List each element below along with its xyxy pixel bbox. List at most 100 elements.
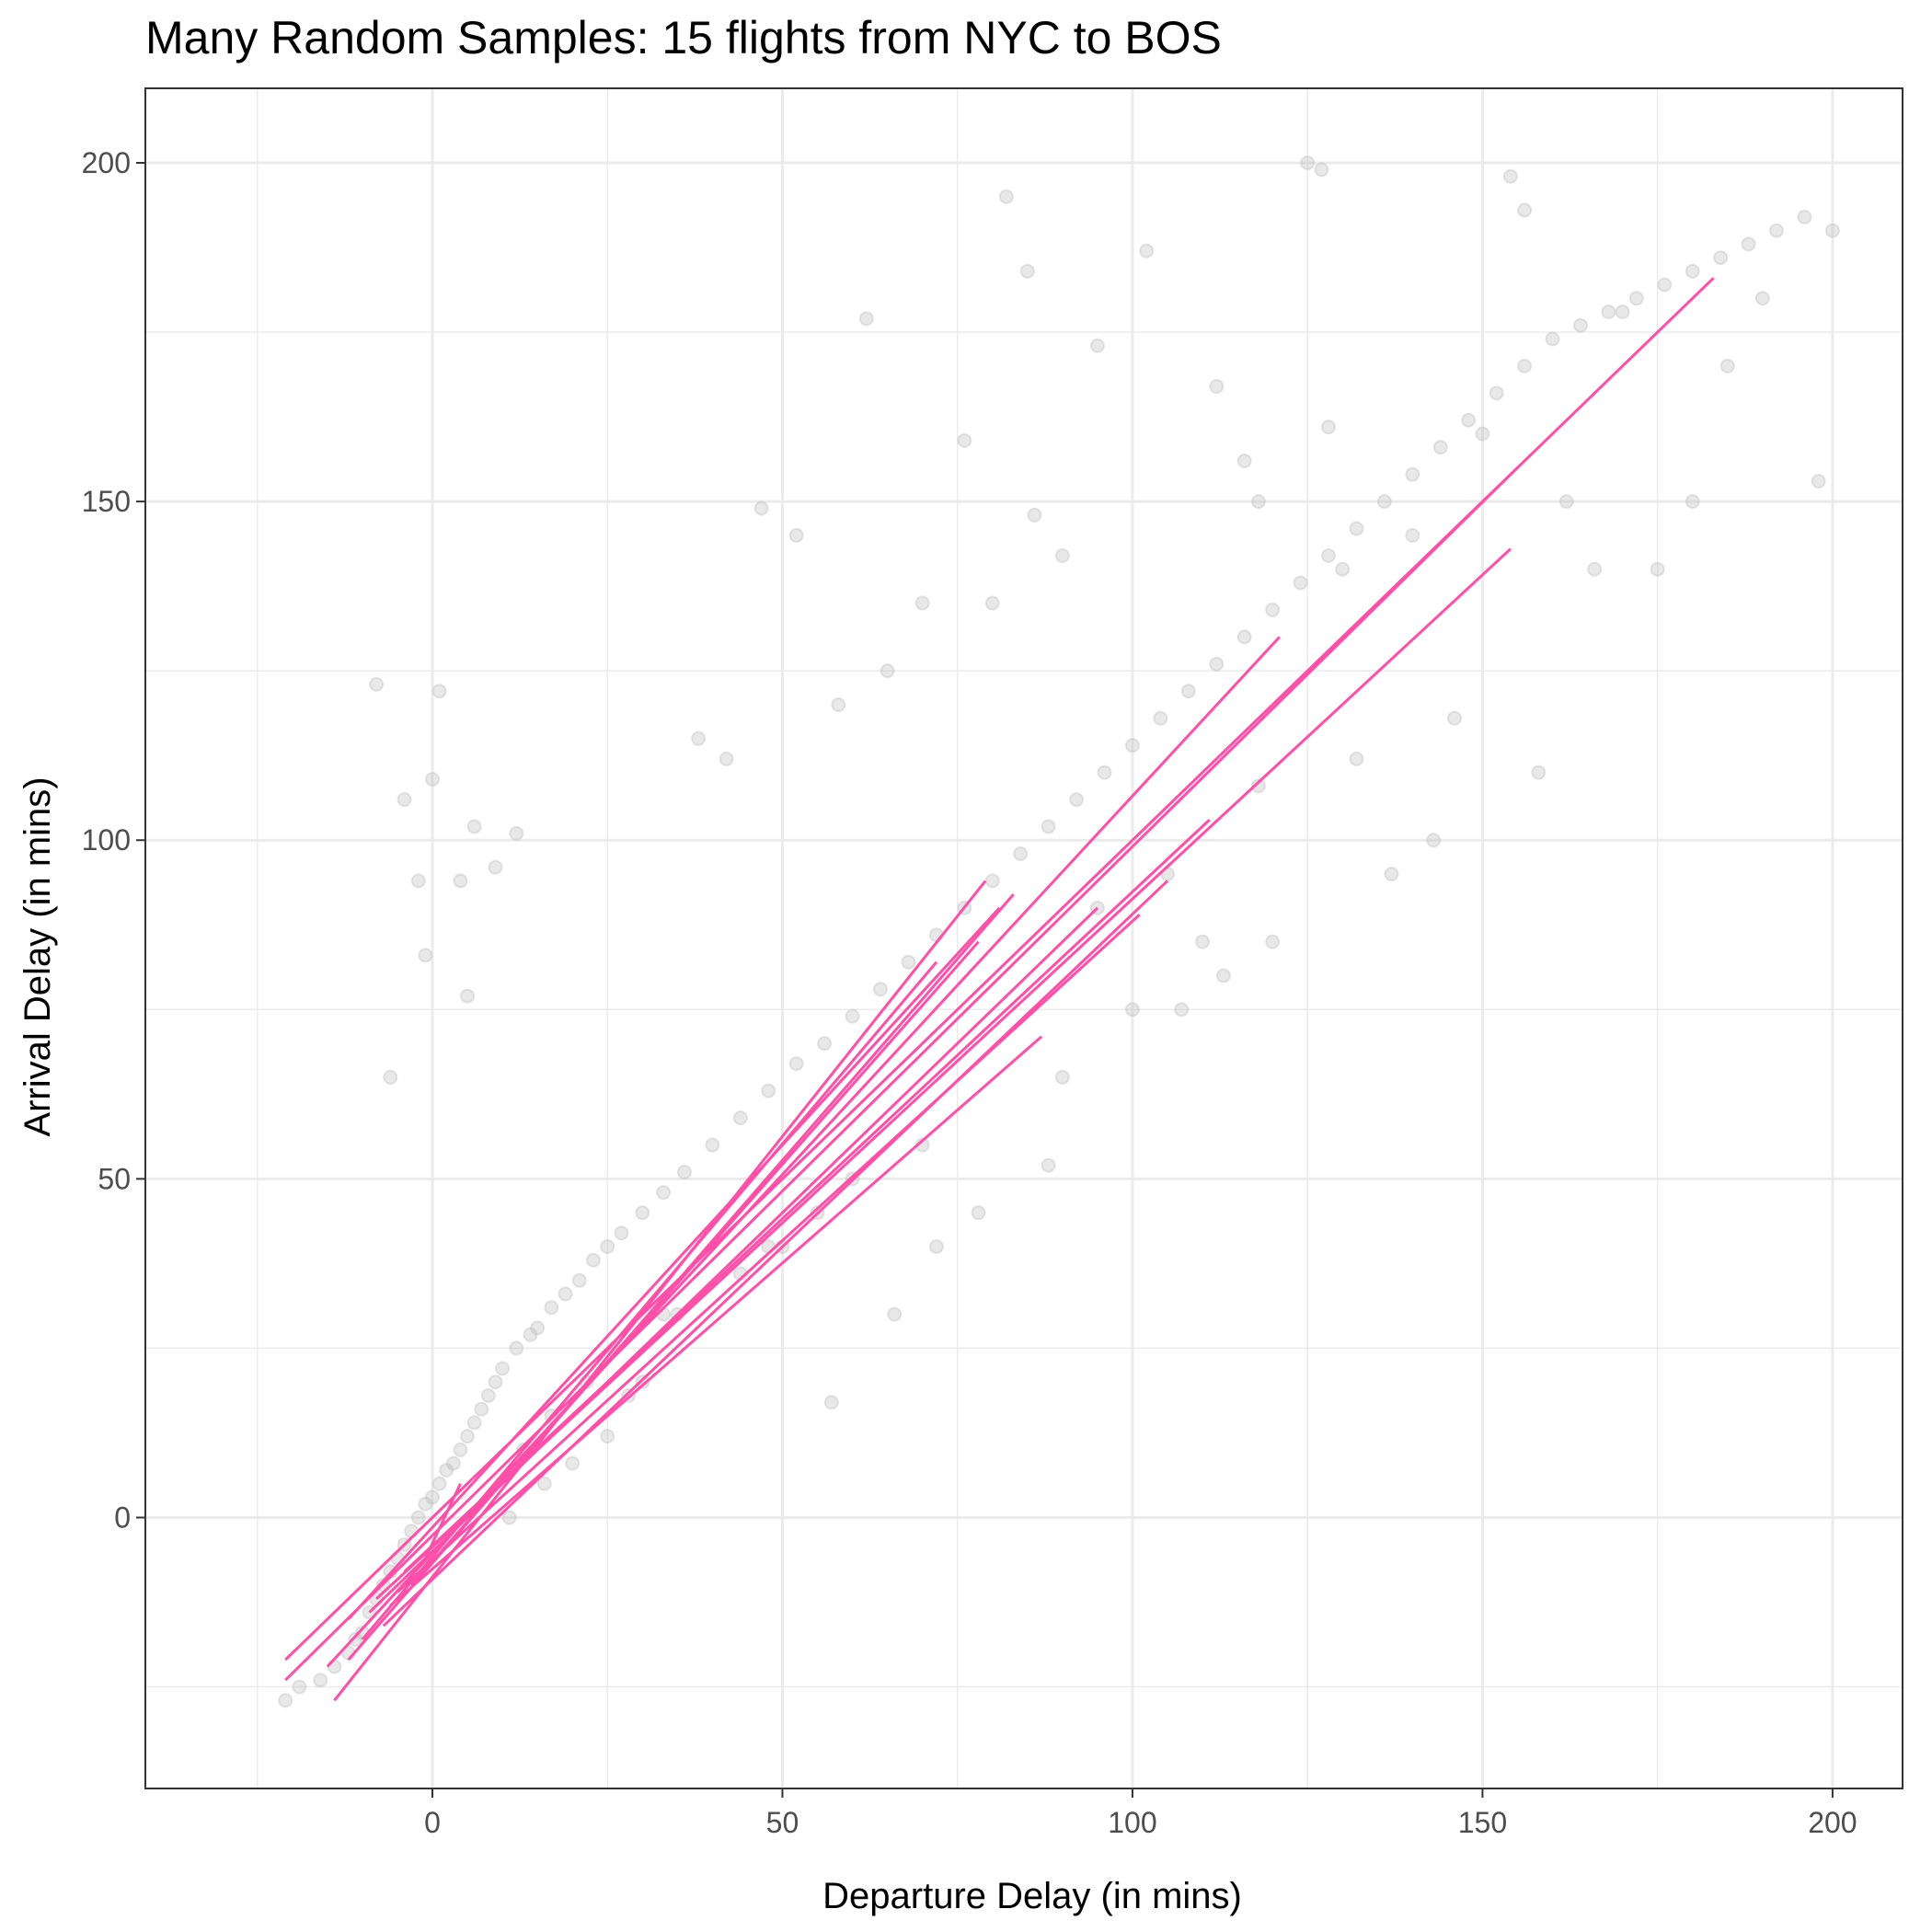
data-point: [1054, 548, 1070, 564]
data-point: [418, 948, 433, 963]
data-point: [984, 595, 1000, 611]
data-point: [530, 1320, 546, 1336]
data-point: [383, 1069, 398, 1085]
data-point: [1300, 155, 1316, 170]
data-point: [817, 1036, 833, 1052]
data-point: [1650, 561, 1665, 577]
data-point: [873, 982, 889, 997]
data-point: [1719, 358, 1735, 374]
y-tick-label: 150: [82, 485, 131, 518]
data-point: [788, 1056, 804, 1072]
data-point: [984, 873, 1000, 889]
data-point: [656, 1185, 672, 1201]
data-point: [753, 500, 769, 516]
data-point: [761, 1083, 776, 1098]
data-point: [571, 1272, 587, 1288]
data-point: [880, 663, 895, 679]
data-point: [1236, 453, 1252, 468]
data-point: [1124, 738, 1140, 753]
data-point: [1097, 765, 1112, 780]
data-point: [488, 859, 503, 875]
data-point: [1713, 250, 1729, 266]
data-point: [1446, 710, 1462, 726]
fitted-line: [375, 547, 1512, 1600]
data-point: [823, 1395, 839, 1410]
data-point: [544, 1300, 559, 1316]
data-point: [1615, 304, 1630, 319]
data-point: [348, 1632, 363, 1648]
data-point: [1502, 168, 1518, 184]
data-point: [480, 1387, 496, 1403]
data-point: [1027, 507, 1042, 523]
data-point: [788, 527, 804, 543]
data-point: [453, 1442, 468, 1457]
data-point: [1558, 494, 1574, 510]
data-point: [1797, 209, 1812, 224]
data-point: [1089, 338, 1105, 353]
fitted-line: [389, 1035, 1043, 1607]
chart-title: Many Random Samples: 15 flights from NYC…: [145, 12, 1222, 63]
data-point: [445, 1455, 461, 1471]
data-point: [1384, 867, 1399, 882]
data-point: [495, 1361, 511, 1376]
fitted-line: [382, 880, 1169, 1627]
fitted-line: [396, 914, 1141, 1593]
data-point: [431, 684, 447, 699]
data-point: [509, 1340, 524, 1356]
data-point: [501, 1510, 517, 1525]
fitted-line: [403, 819, 1211, 1573]
data-point: [1250, 494, 1266, 510]
data-point: [453, 873, 468, 889]
data-point: [313, 1673, 328, 1688]
data-point: [410, 873, 426, 889]
data-point: [1019, 263, 1035, 279]
data-point: [509, 825, 524, 841]
data-point: [858, 311, 874, 327]
data-point: [1426, 833, 1442, 848]
data-point: [957, 432, 972, 448]
data-point: [1153, 710, 1168, 726]
data-point: [1215, 968, 1231, 983]
data-point: [424, 1489, 440, 1505]
data-point: [1754, 291, 1770, 306]
data-point: [1236, 629, 1252, 645]
data-point: [1489, 385, 1504, 401]
data-point: [719, 751, 734, 766]
data-point: [474, 1401, 489, 1417]
x-tick-label: 50: [766, 1806, 799, 1839]
data-point: [536, 1476, 552, 1491]
data-point: [1461, 412, 1477, 428]
data-point: [831, 696, 846, 712]
data-point: [676, 1165, 692, 1180]
data-point: [1174, 1002, 1190, 1018]
data-point: [1685, 263, 1700, 279]
x-tick-label: 100: [1108, 1806, 1156, 1839]
fitted-line: [284, 466, 1519, 1682]
data-point: [1069, 792, 1085, 808]
data-point: [635, 1205, 650, 1221]
data-point: [1265, 602, 1281, 617]
fitted-line: [410, 940, 980, 1587]
fitted-line: [333, 880, 987, 1702]
data-point: [1769, 223, 1785, 238]
data-point: [705, 1137, 720, 1153]
data-point: [1321, 420, 1337, 435]
data-point: [1657, 277, 1673, 293]
data-point: [1293, 575, 1308, 591]
data-point: [691, 730, 707, 746]
fitted-line: [424, 1483, 462, 1559]
data-point: [523, 1327, 538, 1342]
y-tick-label: 200: [82, 146, 131, 179]
data-point: [1572, 317, 1588, 333]
y-axis: 0 50 100 150 200: [82, 146, 145, 1534]
data-point: [914, 595, 930, 611]
data-point: [1376, 494, 1392, 510]
fitted-line: [347, 906, 1001, 1620]
data-point: [901, 954, 916, 970]
plot-panel: [145, 88, 1903, 1788]
data-point: [1335, 561, 1351, 577]
data-point: [732, 1110, 748, 1126]
grid-lines: [145, 88, 1903, 1788]
data-point: [1531, 765, 1547, 780]
data-point: [1824, 223, 1840, 238]
